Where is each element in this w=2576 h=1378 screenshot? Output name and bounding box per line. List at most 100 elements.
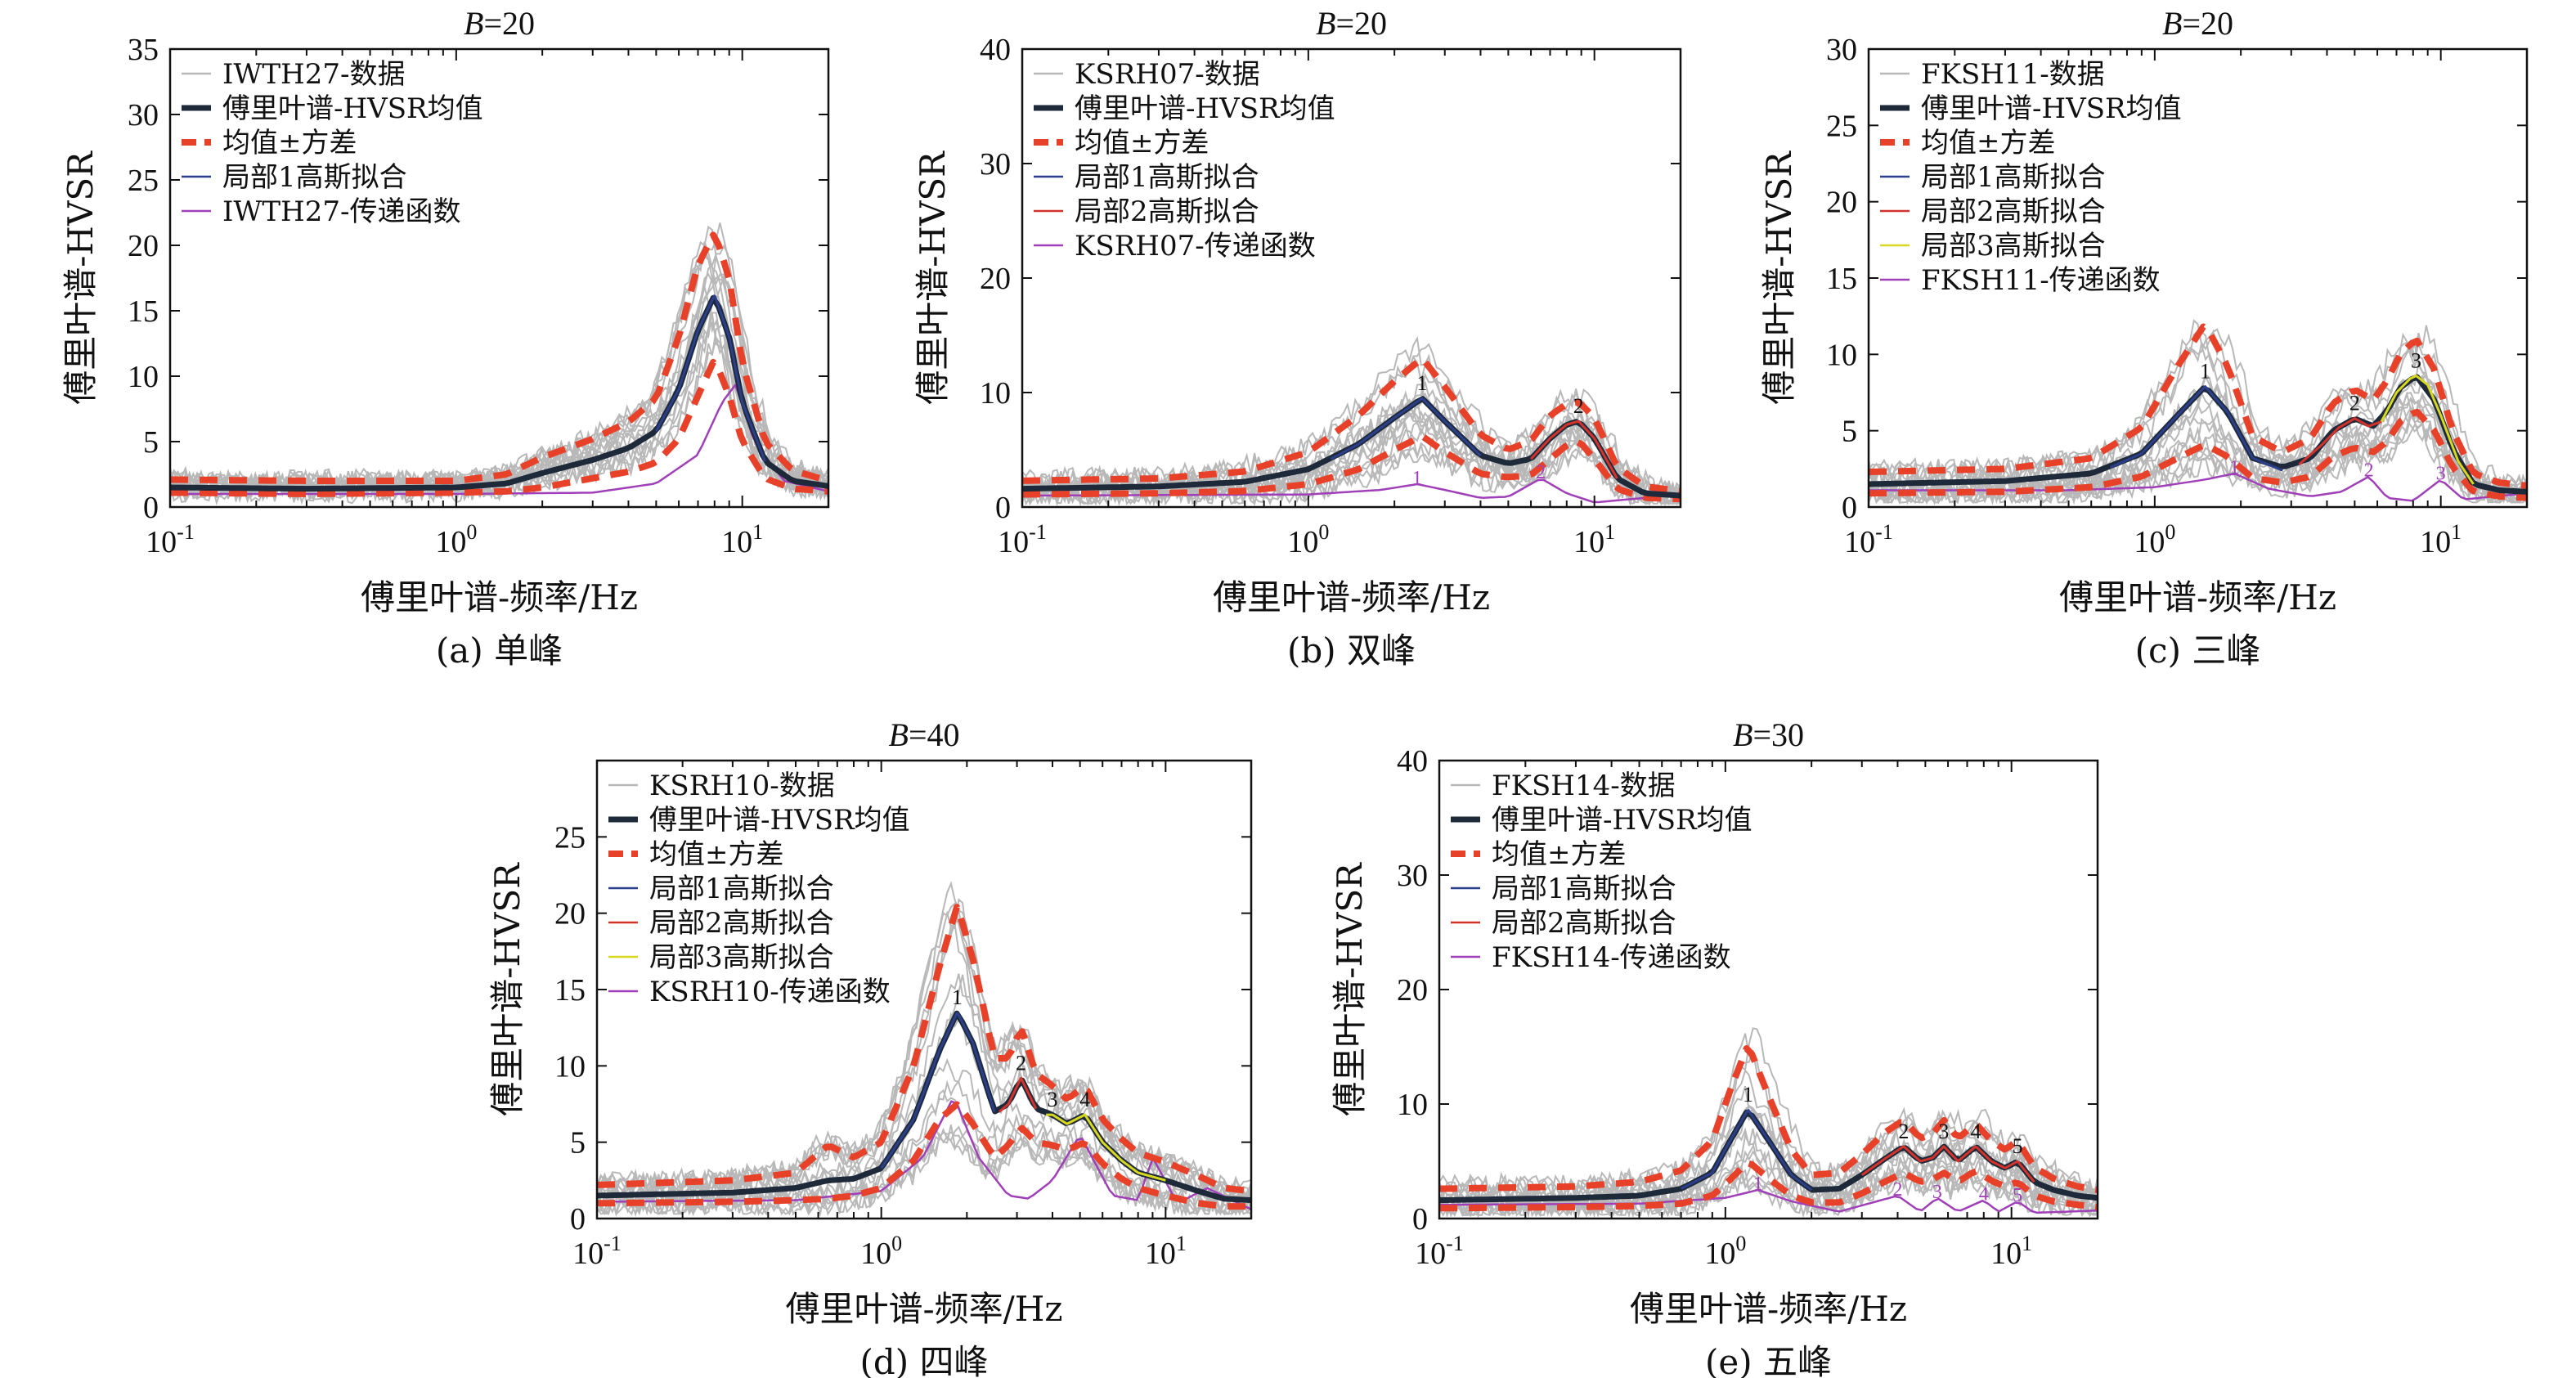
y-axis-label: 傅里叶谱-HVSR (1330, 862, 1370, 1116)
series-gauss1 (655, 294, 766, 462)
peak-label: 2 (1016, 1051, 1026, 1075)
y-axis-label: 傅里叶谱-HVSR (913, 150, 953, 405)
y-tick-label: 5 (1842, 415, 1857, 449)
series-gauss1 (880, 1012, 996, 1169)
series-transfer (1439, 1188, 2098, 1214)
x-tick-label: 100 (1704, 1232, 1746, 1271)
y-tick-label: 10 (128, 360, 159, 394)
data-trace (1439, 1027, 2098, 1199)
data-trace (597, 973, 1251, 1209)
plot-area (597, 881, 1251, 1218)
legend-entry: 均值±方差 (1492, 838, 1627, 871)
series-std_upper (1869, 323, 2527, 489)
chart-title: B=20 (464, 5, 535, 42)
peak-label: 2 (2349, 392, 2360, 415)
peak-label: 1 (2200, 360, 2210, 384)
peak-label: 3 (2411, 348, 2421, 372)
data-trace (1869, 375, 2527, 499)
series-std_lower (1869, 408, 2527, 501)
data-trace (597, 881, 1251, 1197)
panel-caption: (d) 四峰 (859, 1342, 988, 1378)
data-trace (1439, 1169, 2098, 1219)
y-tick-label: 20 (554, 897, 586, 931)
series-gauss2 (1530, 420, 1618, 479)
legend-entry: 局部1高斯拟合 (1492, 873, 1676, 905)
series-std_upper (597, 904, 1251, 1195)
legend-entry: KSRH10-数据 (649, 770, 835, 802)
legend: FKSH14-数据傅里叶谱-HVSR均值均值±方差局部1高斯拟合局部2高斯拟合F… (1451, 770, 1752, 974)
plot-area (1022, 335, 1681, 507)
legend-entry: 局部2高斯拟合 (1492, 907, 1676, 940)
legend-entry: 局部2高斯拟合 (1075, 195, 1259, 228)
y-tick-label: 25 (554, 820, 586, 855)
series-gauss3 (2380, 375, 2475, 485)
transfer-peak-label: 1 (2229, 457, 2239, 478)
series-gauss2 (2298, 417, 2382, 465)
y-tick-label: 10 (554, 1049, 586, 1084)
series-gauss3 (1046, 1113, 1166, 1182)
data-trace (597, 909, 1251, 1196)
series-transfer (1869, 473, 2527, 502)
y-tick-label: 15 (1826, 262, 1857, 296)
y-tick-label: 10 (1826, 338, 1857, 372)
chart-panel-d: 1 23 4 0 5 10 15 20 25 10-1 100 101 B=40 傅里叶谱-频率/Hz 傅里… (487, 716, 1253, 1378)
x-axis-label: 傅里叶谱-频率/Hz (361, 577, 638, 617)
legend-entry: 局部2高斯拟合 (649, 907, 834, 940)
y-tick-label: 30 (128, 98, 159, 132)
transfer-peak-label: 2 (1892, 1179, 1902, 1201)
data-trace (1869, 329, 2527, 496)
peak-label: 5 (2013, 1134, 2023, 1158)
peak-label: 2 (1573, 394, 1584, 418)
data-trace (1022, 411, 1681, 506)
y-axis-label: 傅里叶谱-HVSR (61, 150, 101, 405)
x-tick-label: 100 (435, 520, 477, 559)
plot-area (170, 222, 828, 506)
legend-entry: 傅里叶谱-HVSR均值 (1075, 92, 1335, 125)
x-tick-label: 101 (721, 520, 763, 559)
data-trace (1869, 420, 2527, 505)
legend-entry: 均值±方差 (222, 127, 357, 159)
y-tick-label: 25 (1826, 109, 1857, 143)
y-tick-label: 20 (128, 229, 159, 263)
x-tick-label: 10-1 (146, 520, 195, 559)
y-tick-label: 15 (554, 973, 586, 1008)
panel-caption: (b) 双峰 (1287, 631, 1416, 671)
legend-entry: 均值±方差 (1075, 127, 1209, 159)
x-axis-label: 傅里叶谱-频率/Hz (1213, 577, 1490, 617)
legend-entry: 傅里叶谱-HVSR均值 (649, 804, 910, 837)
legend-entry: 局部2高斯拟合 (1921, 195, 2106, 228)
x-tick-label: 101 (1573, 520, 1615, 559)
series-gauss2 (998, 1076, 1038, 1113)
legend-entry: 局部1高斯拟合 (222, 161, 407, 194)
x-tick-label: 10-1 (572, 1232, 622, 1271)
x-axis-label: 傅里叶谱-频率/Hz (785, 1289, 1062, 1329)
peak-label: 4 (1079, 1088, 1090, 1111)
peak-label: 3 (1938, 1120, 1949, 1143)
y-axis-label: 傅里叶谱-HVSR (487, 862, 527, 1116)
plot-area (1439, 1027, 2098, 1219)
x-axis-label: 傅里叶谱-频率/Hz (1630, 1289, 1907, 1329)
y-tick-label: 5 (570, 1126, 586, 1160)
series-std_lower (1439, 1159, 2098, 1212)
series-std_upper (1439, 1045, 2098, 1193)
series-gauss1 (1330, 397, 1482, 460)
legend-entry: 傅里叶谱-HVSR均值 (1921, 92, 2182, 125)
legend-entry: FKSH11-数据 (1921, 58, 2105, 91)
series-gauss1 (2110, 385, 2283, 472)
y-tick-label: 25 (128, 164, 159, 198)
legend-entry: IWTH27-传递函数 (222, 195, 460, 228)
peak-label: 4 (1970, 1120, 1981, 1143)
legend-entry: 局部3高斯拟合 (1921, 230, 2106, 263)
y-tick-label: 20 (980, 262, 1011, 296)
y-axis-label: 傅里叶谱-HVSR (1759, 150, 1799, 405)
chart-title: B=20 (1316, 5, 1387, 42)
legend-entry: 局部1高斯拟合 (649, 873, 834, 905)
legend-entry: 局部1高斯拟合 (1075, 161, 1259, 194)
chart-title: B=30 (1733, 716, 1804, 753)
y-tick-label: 10 (1397, 1088, 1428, 1122)
y-tick-label: 0 (143, 491, 159, 525)
panel-caption: (c) 三峰 (2135, 631, 2261, 671)
